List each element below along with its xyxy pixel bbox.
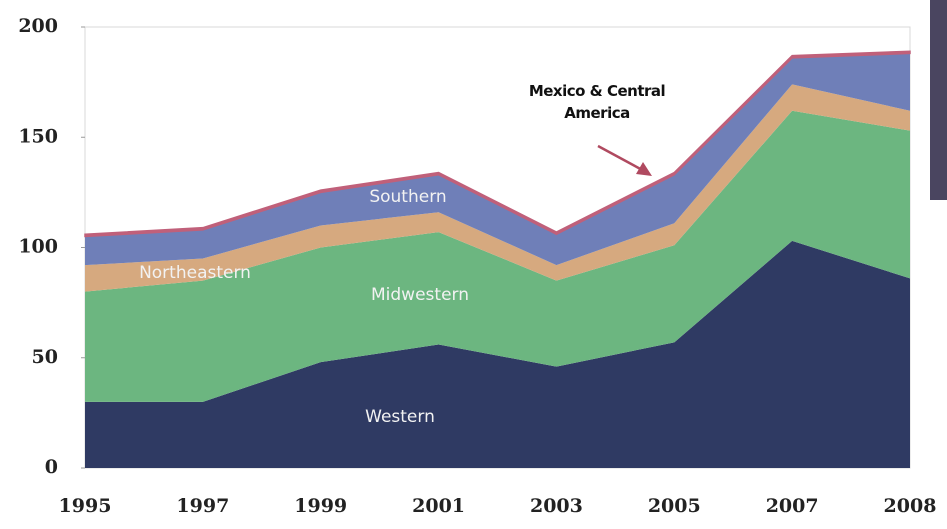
area: [85, 84, 910, 292]
photo-fragment: [930, 0, 947, 200]
x-tick-label: 2005: [648, 495, 701, 517]
area: [85, 110, 910, 402]
annotation: Mexico & Central America: [528, 82, 666, 122]
x-tick-label: 1997: [176, 495, 229, 517]
annotation-arrow: [597, 144, 647, 174]
area: [85, 53, 910, 266]
series-label: Northeastern: [139, 263, 251, 283]
series-label: Midwestern: [371, 285, 469, 305]
y-tick-label: 150: [18, 125, 58, 147]
area: [85, 240, 910, 468]
y-tick-label: 50: [32, 346, 58, 368]
y-tick-label: 0: [45, 456, 58, 478]
y-tick-label: 200: [18, 15, 58, 37]
x-tick-label: 1999: [294, 495, 347, 517]
x-tick-label: 1995: [59, 495, 112, 517]
x-tick-label: 2003: [530, 495, 583, 517]
x-tick-label: 2001: [412, 495, 465, 517]
annotation-arrowhead: [636, 162, 652, 176]
x-tick-label: 2008: [884, 495, 937, 517]
series-label: Western: [365, 407, 435, 427]
y-tick-label: 100: [18, 236, 58, 258]
area: [84, 50, 911, 238]
x-tick-label: 2007: [766, 495, 819, 517]
series-label: Southern: [369, 187, 446, 207]
